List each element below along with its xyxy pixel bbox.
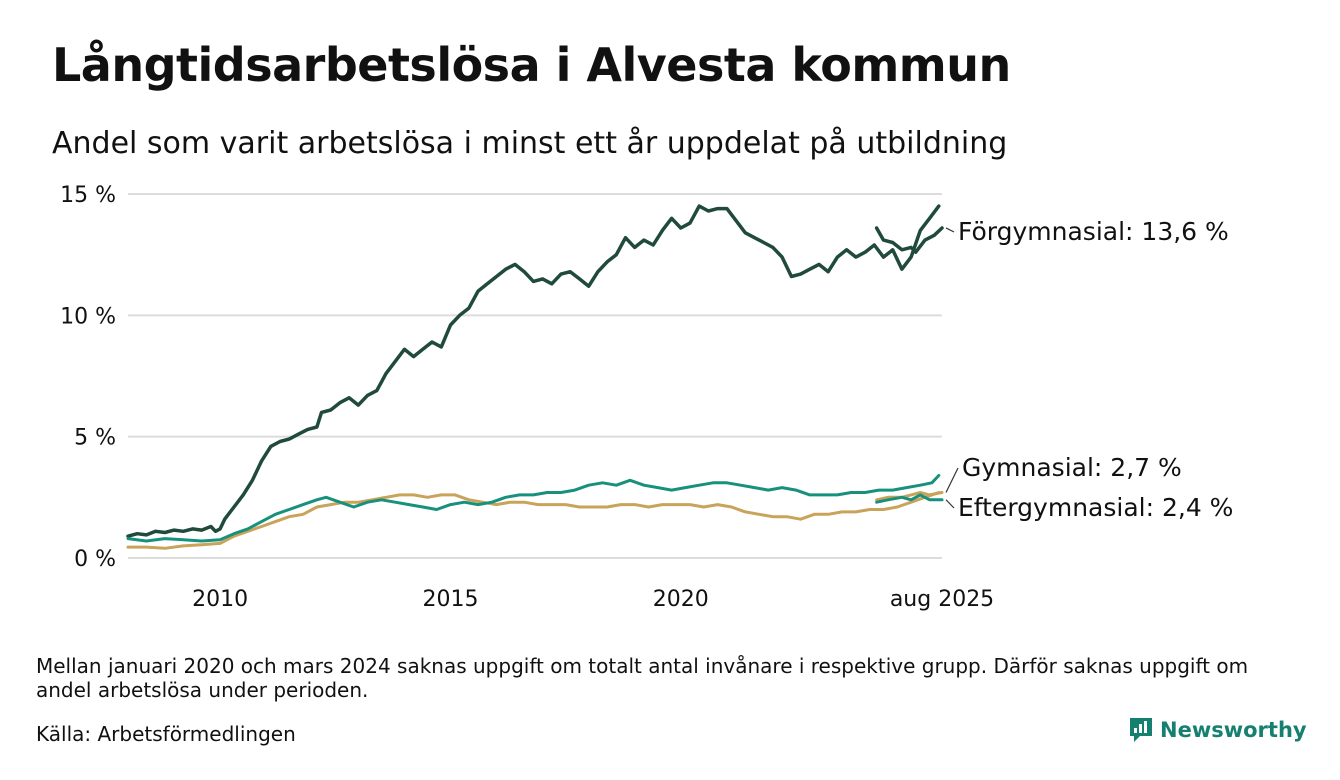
newsworthy-logo-icon	[1130, 718, 1152, 742]
series-label: Gymnasial: 2,7 %	[962, 453, 1182, 482]
series-line-förgymnasial	[126, 204, 941, 538]
series-line-eftergymnasial	[126, 474, 941, 543]
x-tick-label: 2010	[192, 587, 248, 612]
series-lines	[126, 204, 944, 550]
x-tick-label: 2020	[653, 587, 709, 612]
leader-line	[945, 227, 955, 233]
leader-line	[945, 467, 959, 493]
gridlines	[128, 193, 942, 559]
y-tick-label: 0 %	[74, 547, 116, 572]
series-label: Förgymnasial: 13,6 %	[958, 217, 1229, 246]
y-axis: 0 % 5 % 10 % 15 %	[60, 183, 116, 572]
brand-name: Newsworthy	[1160, 718, 1307, 742]
line-chart: 0 % 5 % 10 % 15 % 2010 2015 2020 aug 2025 Förg…	[60, 183, 1233, 612]
leader-line	[945, 499, 955, 509]
series-line-gymnasial	[126, 491, 941, 550]
chart-subtitle: Andel som varit arbetslösa i minst ett å…	[52, 126, 1008, 161]
series-labels: Förgymnasial: 13,6 % Gymnasial: 2,7 % Efte…	[945, 217, 1233, 522]
source-credit: Källa: Arbetsförmedlingen	[36, 722, 296, 746]
series-line-förgymnasial	[874, 226, 944, 254]
y-tick-label: 5 %	[74, 426, 116, 451]
series-line-gymnasial	[875, 491, 944, 502]
brand-logo: Newsworthy	[1128, 716, 1307, 744]
x-tick-label: aug 2025	[890, 587, 994, 612]
x-axis: 2010 2015 2020 aug 2025	[192, 587, 994, 612]
y-tick-label: 15 %	[60, 183, 116, 208]
x-tick-label: 2015	[422, 587, 478, 612]
y-tick-label: 10 %	[60, 304, 116, 329]
series-label: Eftergymnasial: 2,4 %	[958, 493, 1233, 522]
chart-title: Långtidsarbetslösa i Alvesta kommun	[52, 38, 1011, 92]
footnote: Mellan januari 2020 och mars 2024 saknas…	[36, 654, 1249, 703]
series-line-eftergymnasial	[875, 493, 944, 504]
